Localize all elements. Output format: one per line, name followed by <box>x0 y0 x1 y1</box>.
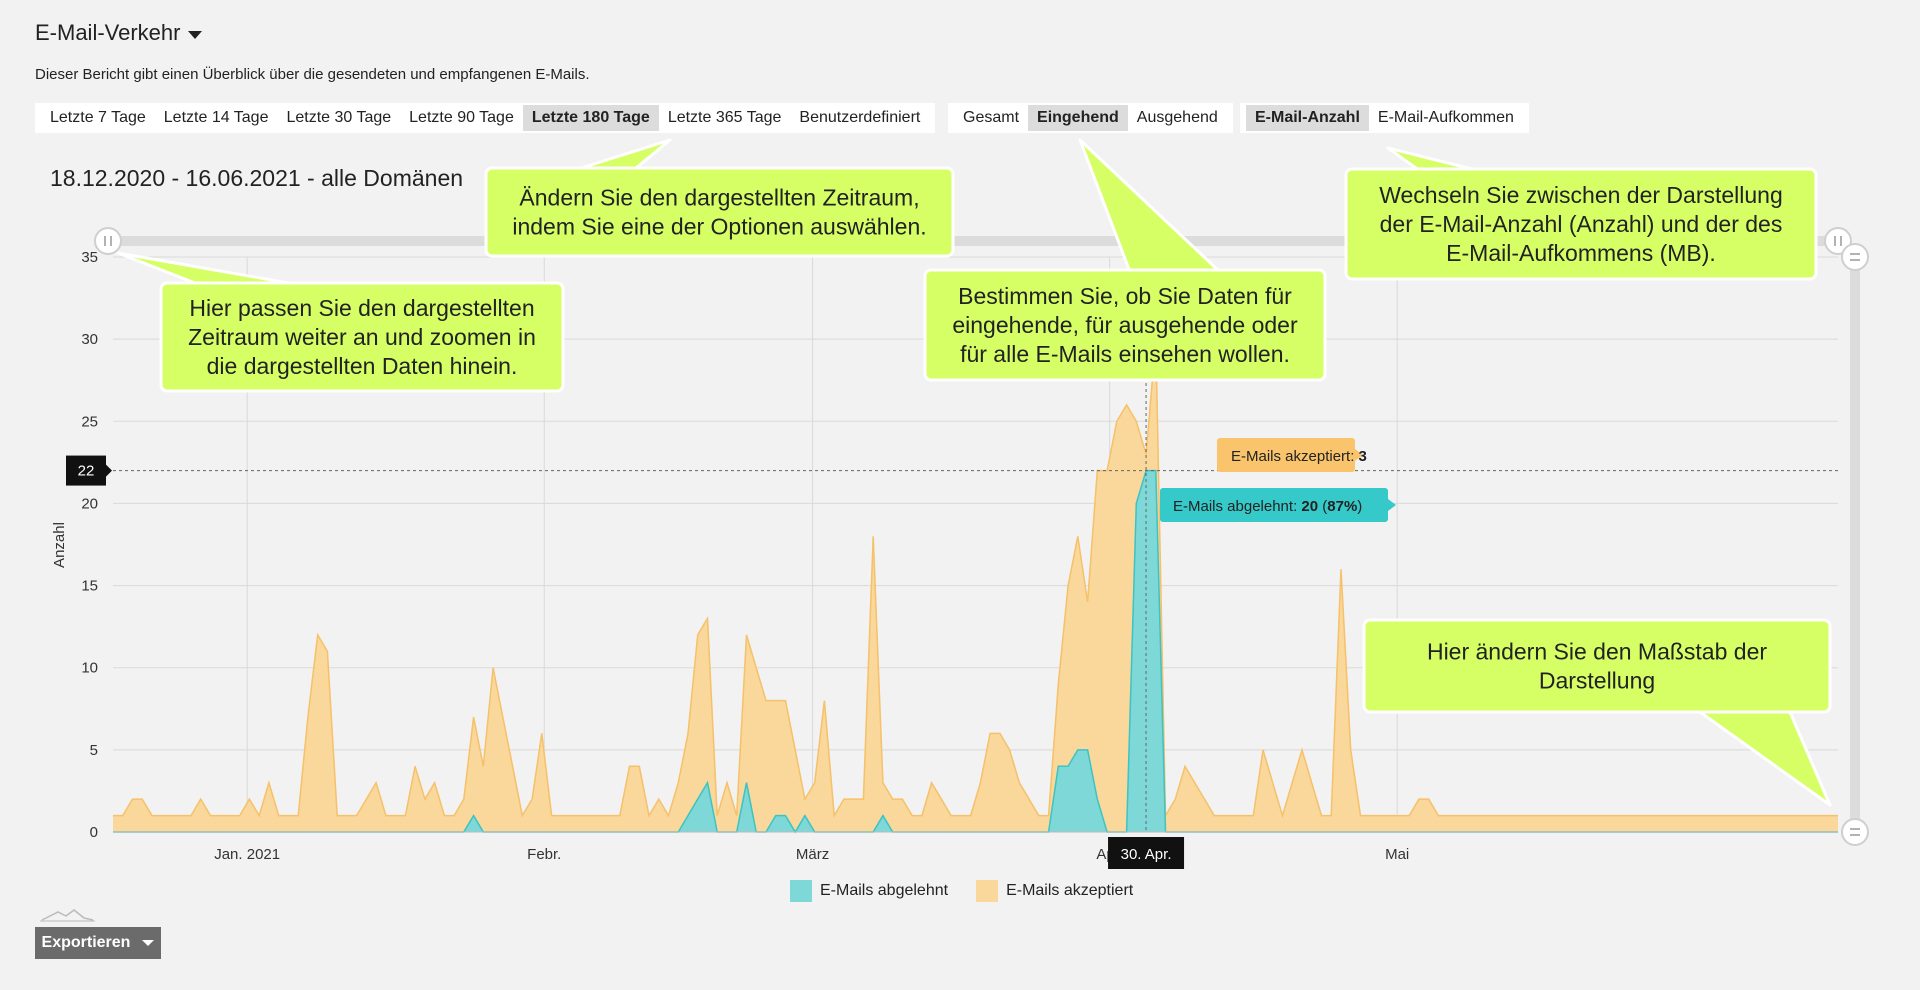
scale-handle-top[interactable] <box>1841 243 1869 271</box>
y-tick-label: 5 <box>90 742 98 759</box>
legend-label-rejected: E-Mails abgelehnt <box>820 882 949 899</box>
callout-line: eingehende, für ausgehende oder <box>952 312 1298 338</box>
period-button-4[interactable]: Letzte 180 Tage <box>522 105 659 131</box>
report-description: Dieser Bericht gibt einen Überblick über… <box>35 66 590 83</box>
callout-tail <box>1698 710 1832 807</box>
y-tick-label: 10 <box>81 660 98 677</box>
callout-direction: Bestimmen Sie, ob Sie Daten für eingehend… <box>923 138 1327 382</box>
callout-box <box>1362 618 1832 714</box>
period-button-6[interactable]: Benutzerdefiniert <box>799 109 921 126</box>
line-accepted <box>113 339 1838 819</box>
legend-swatch-rejected <box>790 880 812 902</box>
y-crosshair-arrow <box>106 464 112 477</box>
y-tick-label: 20 <box>81 495 98 512</box>
metric-button-0[interactable]: E-Mail-Anzahl <box>1246 105 1369 131</box>
callout-line: die dargestellten Daten hinein. <box>207 353 518 379</box>
callout-metric: Wechseln Sie zwischen der Darstellung der… <box>1344 146 1818 281</box>
direction-button-1[interactable]: Eingehend <box>1028 105 1128 131</box>
x-crosshair-badge <box>1108 837 1185 869</box>
callout-line: Bestimmen Sie, ob Sie Daten für <box>958 283 1292 309</box>
metric-button-1[interactable]: E-Mail-Aufkommen <box>1377 109 1514 126</box>
tooltip-rejected-text: E-Mails abgelehnt: 20 (87%) <box>1173 498 1362 515</box>
callout-line: indem Sie eine der Optionen auswählen. <box>512 214 926 240</box>
x-tick-label: Jan. 2021 <box>214 846 280 863</box>
y-crosshair-value: 22 <box>78 463 95 480</box>
scale-handle-bottom[interactable] <box>1841 818 1869 846</box>
export-label: Exportieren <box>41 934 131 951</box>
callout-scale: Hier ändern Sie den Maßstab der Darstellu… <box>1362 618 1832 807</box>
callout-box <box>923 268 1327 382</box>
callout-period: Ändern Sie den dargestellten Zeitraum, in… <box>484 138 955 258</box>
x-tick-label: Febr. <box>527 846 561 863</box>
legend-item-rejected[interactable]: E-Mails abgelehnt <box>790 880 948 902</box>
period-button-1[interactable]: Letzte 14 Tage <box>163 109 269 126</box>
tooltip-pointer <box>1388 499 1396 511</box>
y-crosshair-badge <box>66 455 106 486</box>
zoom-range-bar[interactable] <box>108 236 1838 246</box>
callout-box <box>159 281 565 393</box>
date-range-label: 18.12.2020 - 16.06.2021 - alle Domänen <box>50 165 464 191</box>
callout-line: E-Mail-Aufkommens (MB). <box>1446 240 1716 266</box>
chevron-down-icon <box>188 30 203 39</box>
callout-line: Hier passen Sie den dargestellten <box>189 295 534 321</box>
period-button-0[interactable]: Letzte 7 Tage <box>50 109 146 126</box>
y-tick-label: 15 <box>81 578 98 595</box>
callout-box <box>484 166 955 258</box>
x-crosshair-value: 30. Apr. <box>1121 846 1172 863</box>
y-tick-label: 0 <box>90 824 98 841</box>
legend-swatch-accepted <box>976 880 999 902</box>
period-button-2[interactable]: Letzte 30 Tage <box>286 109 392 126</box>
y-axis-label: Anzahl <box>51 522 68 568</box>
x-tick-label: März <box>796 846 829 863</box>
export-button[interactable]: Exportieren <box>35 927 161 959</box>
callout-line: Zeitraum weiter an und zoomen in <box>188 324 536 350</box>
tooltip-rejected <box>1160 488 1388 522</box>
zoom-handle-left[interactable] <box>94 227 122 255</box>
period-button-5[interactable]: Letzte 365 Tage <box>667 109 782 126</box>
mini-chart-icon <box>41 909 94 921</box>
legend-item-accepted[interactable]: E-Mails akzeptiert <box>976 880 1133 902</box>
legend-label-accepted: E-Mails akzeptiert <box>1006 882 1134 899</box>
metric-button-group: E-Mail-Anzahl E-Mail-Aufkommen <box>1240 103 1529 133</box>
direction-button-group: Gesamt Eingehend Ausgehend <box>948 103 1233 133</box>
chart-legend: E-Mails abgelehnt E-Mails akzeptiert <box>790 880 1133 902</box>
scale-range-bar[interactable] <box>1850 257 1860 832</box>
callout-zoom: Hier passen Sie den dargestellten Zeitrau… <box>116 251 565 393</box>
x-tick-label: Mai <box>1385 846 1409 863</box>
y-tick-label: 30 <box>81 331 98 348</box>
chevron-down-icon <box>142 940 155 946</box>
direction-button-2[interactable]: Ausgehend <box>1136 109 1218 126</box>
y-tick-label: 25 <box>81 413 98 430</box>
period-button-3[interactable]: Letzte 90 Tage <box>409 109 514 126</box>
direction-button-0[interactable]: Gesamt <box>963 109 1020 126</box>
callout-tail <box>1078 138 1222 274</box>
callout-tail <box>116 251 302 287</box>
callout-line: der E-Mail-Anzahl (Anzahl) und der des <box>1380 211 1783 237</box>
report-title: E-Mail-Verkehr <box>35 20 181 45</box>
callout-line: Ändern Sie den dargestellten Zeitraum, <box>519 185 919 211</box>
callout-line: Hier ändern Sie den Maßstab der <box>1427 639 1767 665</box>
zoom-handle-right[interactable] <box>1824 227 1852 255</box>
report-title-dropdown[interactable]: E-Mail-Verkehr <box>35 20 203 46</box>
tooltip-accepted-text: E-Mails akzeptiert: 3 <box>1231 448 1367 465</box>
y-tick-label: 35 <box>81 249 98 266</box>
tooltip-accepted <box>1217 438 1355 472</box>
callout-line: Darstellung <box>1539 668 1655 694</box>
callout-line: für alle E-Mails einsehen wollen. <box>960 341 1290 367</box>
period-button-group: Letzte 7 Tage Letzte 14 Tage Letzte 30 Tag… <box>35 103 936 133</box>
tooltip-pointer <box>1355 449 1363 461</box>
callout-line: Wechseln Sie zwischen der Darstellung <box>1379 182 1783 208</box>
callout-box <box>1344 167 1818 281</box>
